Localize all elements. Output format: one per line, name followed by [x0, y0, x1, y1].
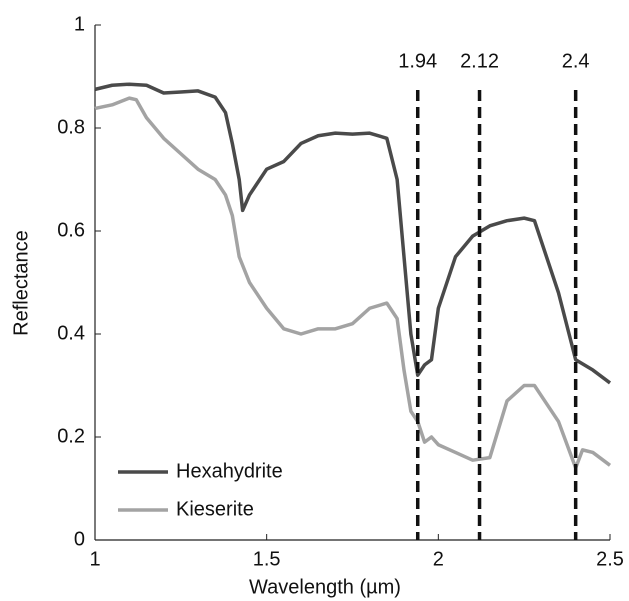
series-line [94, 82, 612, 385]
x-tick-label: 1.5 [253, 548, 281, 570]
y-tick-label: 0.2 [57, 425, 85, 447]
y-tick-label: 0.8 [57, 116, 85, 138]
series-line [94, 96, 612, 470]
y-tick-label: 0.6 [57, 219, 85, 241]
y-tick-label: 0.4 [57, 322, 85, 344]
x-axis-label: Wavelength (µm) [249, 576, 401, 598]
y-tick-label: 0 [74, 528, 85, 550]
x-tick-label: 1 [89, 548, 100, 570]
legend-label: Kieserite [176, 498, 254, 520]
marker-label: 2.12 [460, 50, 499, 72]
y-axis-label: Reflectance [10, 230, 32, 336]
marker-label: 1.94 [398, 50, 437, 72]
x-tick-label: 2 [433, 548, 444, 570]
marker-label: 2.4 [562, 50, 590, 72]
x-tick-label: 2.5 [596, 548, 624, 570]
y-tick-label: 1 [74, 13, 85, 35]
legend-label: Hexahydrite [176, 460, 283, 482]
